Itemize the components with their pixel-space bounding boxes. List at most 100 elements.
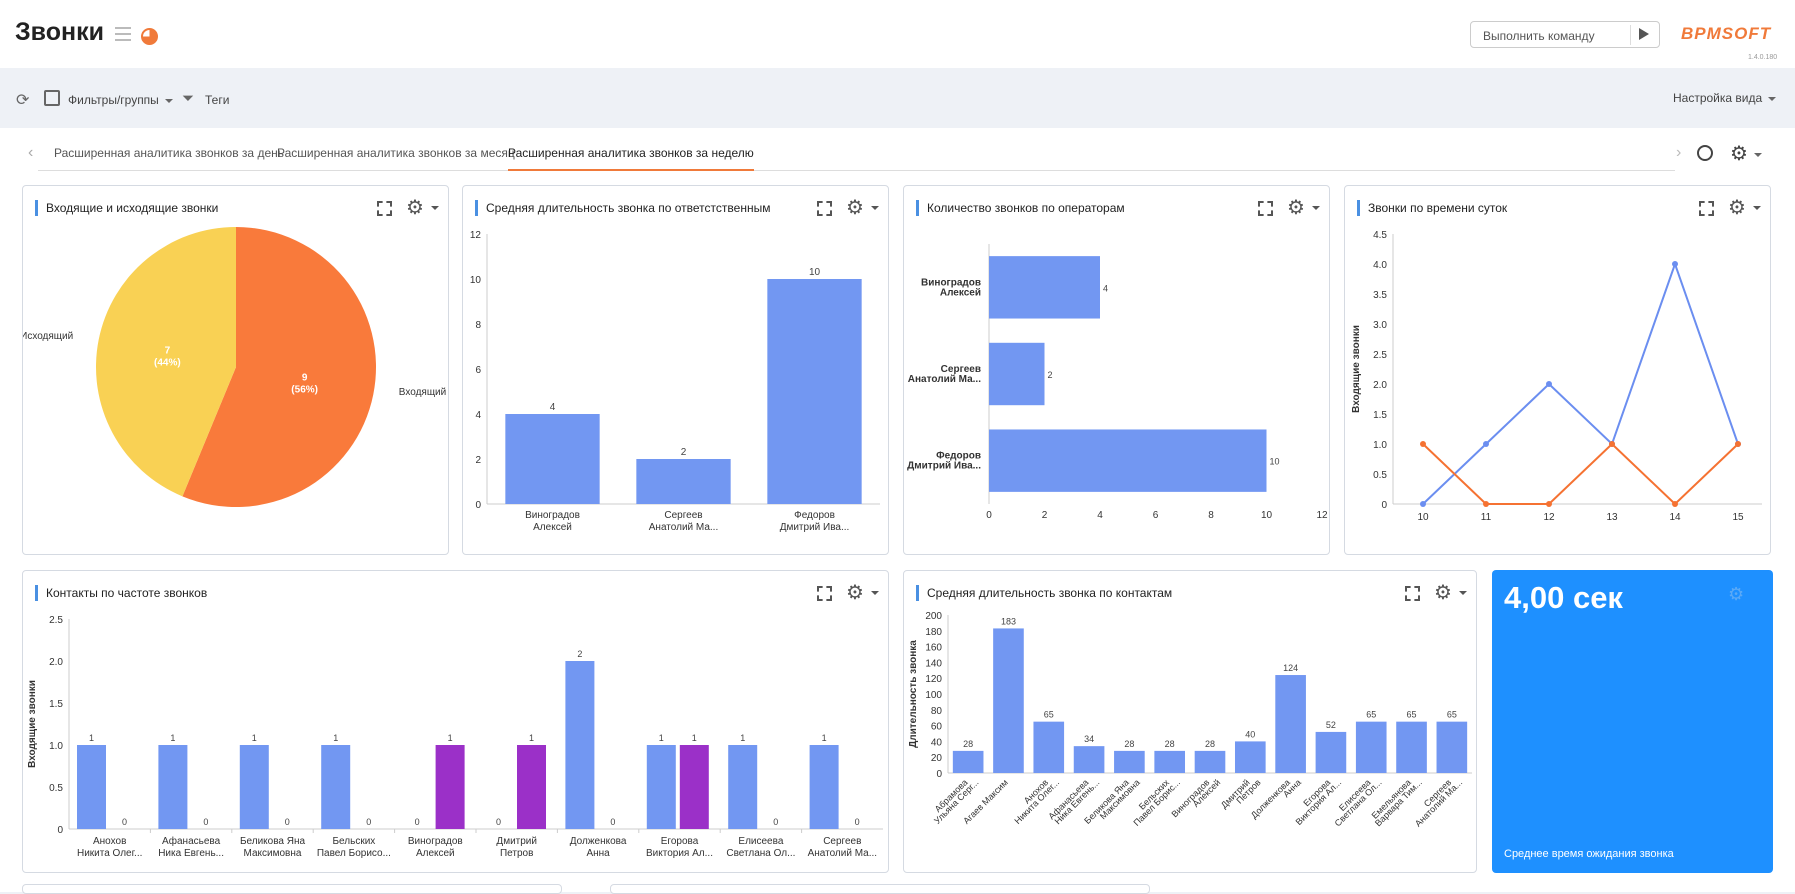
- version-label: 1.4.0.180: [1748, 54, 1778, 61]
- bar-value-label: 0: [285, 817, 290, 827]
- y-tick-label: 12: [470, 230, 482, 241]
- x-tick-label: Беликова Яна: [240, 836, 306, 847]
- chevron-down-icon: [1753, 152, 1762, 157]
- bar-value-label: 0: [366, 817, 371, 827]
- x-tick-label: Алексей: [533, 522, 572, 533]
- widget-title: Контакты по частоте звонков: [35, 585, 207, 601]
- refresh-icon[interactable]: ⟳: [16, 92, 30, 109]
- x-tick-label: Никита Олег...: [77, 848, 142, 859]
- bar: [989, 256, 1100, 319]
- y-tick-label: 10: [470, 275, 482, 286]
- analytics-icon[interactable]: [141, 28, 158, 45]
- view-settings-label: Настройка вида: [1673, 91, 1763, 105]
- y-tick-label: 100: [925, 690, 942, 701]
- gear-icon[interactable]: ⚙: [1730, 141, 1762, 166]
- filter-icon[interactable]: [44, 90, 60, 106]
- view-settings-button[interactable]: Настройка вида: [1673, 91, 1777, 105]
- menu-icon[interactable]: [115, 27, 131, 41]
- chevron-down-icon[interactable]: [1459, 591, 1467, 595]
- y-tick-label: 4.5: [1373, 230, 1387, 241]
- x-tick-label: Петров: [500, 848, 533, 859]
- bar-value-label: 28: [1205, 739, 1215, 749]
- expand-icon[interactable]: [1405, 586, 1420, 601]
- line-point: [1546, 381, 1552, 387]
- pie-category-label: Входящий: [399, 387, 446, 398]
- line-point: [1420, 501, 1426, 507]
- chevron-down-icon[interactable]: [1753, 206, 1761, 210]
- search-icon[interactable]: [1697, 145, 1713, 161]
- x-tick-label: Павел Борисо...: [317, 848, 391, 859]
- command-input[interactable]: Выполнить команду: [1483, 29, 1595, 43]
- gear-icon[interactable]: ⚙: [406, 197, 424, 219]
- x-tick-label: Егорова: [661, 836, 699, 847]
- gear-icon[interactable]: ⚙: [846, 197, 864, 219]
- filters-label: Фильтры/группы: [68, 93, 159, 107]
- tags-button[interactable]: Теги: [205, 93, 230, 107]
- gear-icon[interactable]: ⚙: [1728, 197, 1746, 219]
- tag-icon[interactable]: ⏷: [182, 90, 195, 107]
- bar-value-label: 1: [659, 733, 664, 743]
- line-point: [1483, 441, 1489, 447]
- bar-value-label: 4: [550, 402, 556, 413]
- bar-value-label: 65: [1447, 710, 1457, 720]
- x-tick-label: 10: [1261, 510, 1273, 521]
- y-tick-label: 60: [931, 722, 943, 733]
- bar: [239, 745, 269, 829]
- chevron-down-icon[interactable]: [1312, 206, 1320, 210]
- bar-value-label: 52: [1326, 720, 1336, 730]
- y-tick-label: Алексей: [940, 287, 981, 298]
- x-tick-label: Долженкова: [570, 836, 627, 847]
- y-tick-label: 160: [925, 643, 942, 654]
- tab-prev-icon[interactable]: ‹: [28, 144, 34, 161]
- bar-value-label: 1: [333, 733, 338, 743]
- widget-avg-duration-responsible: Средняя длительность звонка по ответстст…: [462, 185, 889, 555]
- expand-icon[interactable]: [817, 201, 832, 216]
- bar: [1275, 675, 1306, 773]
- bar-value-label: 1: [170, 733, 175, 743]
- y-tick-label: 1.0: [1373, 440, 1387, 451]
- expand-icon[interactable]: [1258, 201, 1273, 216]
- gear-icon[interactable]: ⚙: [1728, 584, 1745, 604]
- bar-value-label: 65: [1407, 710, 1417, 720]
- bar-value-label: 10: [1270, 457, 1280, 467]
- widget-title: Количество звонков по операторам: [916, 200, 1125, 216]
- gear-icon[interactable]: ⚙: [846, 582, 864, 604]
- app-header: Звонки Выполнить команду BPMSOFT 1.4.0.1…: [0, 0, 1795, 68]
- y-tick-label: 3.0: [1373, 320, 1387, 331]
- x-tick-label: 0: [986, 510, 992, 521]
- bar-value-label: 40: [1245, 729, 1255, 739]
- expand-icon[interactable]: [1699, 201, 1714, 216]
- chevron-down-icon[interactable]: [871, 206, 879, 210]
- command-box[interactable]: Выполнить команду: [1470, 21, 1660, 48]
- x-tick-label: Алексей: [416, 848, 455, 859]
- play-icon[interactable]: [1639, 28, 1649, 40]
- filters-button[interactable]: Фильтры/группы: [68, 93, 173, 107]
- chevron-down-icon[interactable]: [431, 206, 439, 210]
- y-tick-label: 0: [57, 825, 63, 836]
- x-tick-label: Бельских: [332, 836, 375, 847]
- expand-icon[interactable]: [817, 586, 832, 601]
- chevron-down-icon: [1768, 96, 1777, 101]
- x-tick-label: Сергеев: [823, 836, 861, 847]
- bar: [989, 342, 1045, 406]
- gear-icon[interactable]: ⚙: [1434, 582, 1452, 604]
- tab-next-icon[interactable]: ›: [1676, 144, 1682, 161]
- widget-title: Звонки по времени суток: [1357, 200, 1507, 216]
- gear-icon[interactable]: ⚙: [1287, 197, 1305, 219]
- bar: [321, 745, 351, 829]
- y-tick-label: Анатолий Ма...: [908, 374, 981, 385]
- chevron-down-icon[interactable]: [871, 591, 879, 595]
- bar-chart: 0 20 40 60 80 100 120 140 160 180 200 Длительность …: [908, 611, 1472, 829]
- pie-value-label: 7: [165, 345, 171, 356]
- tab-day[interactable]: Расширенная аналитика звонков за день: [54, 146, 284, 160]
- tab-week[interactable]: Расширенная аналитика звонков за неделю: [508, 146, 754, 171]
- bar-value-label: 0: [203, 817, 208, 827]
- y-tick-label: 2.5: [1373, 350, 1387, 361]
- expand-icon[interactable]: [377, 201, 392, 216]
- y-tick-label: 0: [936, 769, 942, 780]
- series-line: [1422, 442, 1739, 506]
- tab-month[interactable]: Расширенная аналитика звонков за месяц: [277, 146, 515, 160]
- widget-title: Входящие и исходящие звонки: [35, 200, 218, 216]
- y-tick-label: 6: [475, 365, 481, 376]
